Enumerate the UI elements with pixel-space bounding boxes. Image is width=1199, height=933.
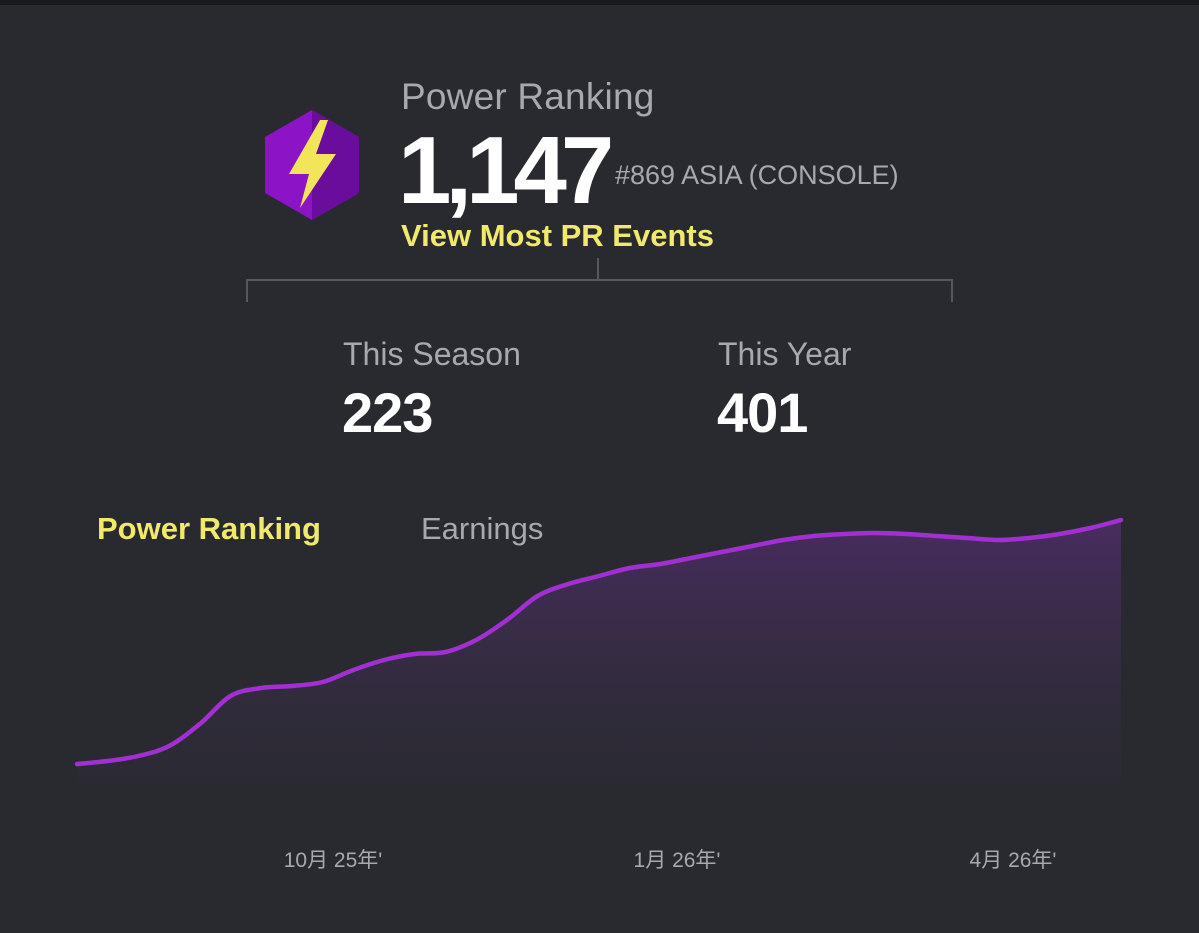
lightning-hexagon-icon [265,110,359,220]
this-year-value: 401 [717,381,808,444]
this-year-label: This Year [718,336,852,372]
tab-power-ranking[interactable]: Power Ranking [97,511,321,546]
x-tick-label: 4月 26年' [969,849,1057,872]
this-season-label: This Season [343,336,521,372]
chart-area-fill [77,520,1121,785]
x-tick-label: 10月 25年' [283,849,383,872]
this-season-value: 223 [342,381,433,444]
power-ranking-title: Power Ranking [401,76,655,117]
top-bar [0,0,1199,5]
stats-bracket [246,258,953,302]
regional-rank: #869 ASIA (CONSOLE) [615,160,899,190]
view-most-pr-events-link[interactable]: View Most PR Events [401,218,714,253]
tab-earnings[interactable]: Earnings [421,511,544,546]
power-ranking-value: 1,147 [398,117,614,224]
chart-series-line [74,517,1124,767]
x-tick-label: 1月 26年' [633,849,721,872]
